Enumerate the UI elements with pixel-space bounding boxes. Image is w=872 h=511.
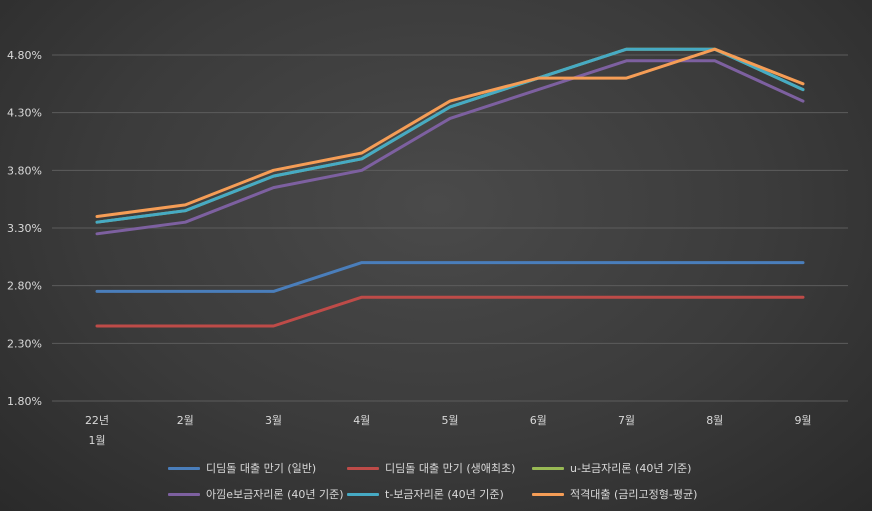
y-tick-label: 2.80% (7, 280, 42, 293)
y-tick-label: 4.30% (7, 107, 42, 120)
legend-item-series-1: 디딤돌 대출 만기 (일반) (168, 458, 316, 478)
legend-swatch (168, 466, 200, 470)
legend-swatch (532, 492, 564, 496)
y-tick-label: 1.80% (7, 395, 42, 408)
legend-item-series-2: 디딤돌 대출 만기 (생애최초) (347, 458, 515, 478)
x-tick-label: 6월 (530, 414, 547, 427)
legend-item-series-4: 아낌e보금자리론 (40년 기준) (168, 484, 344, 504)
legend-item-series-3: u-보금자리론 (40년 기준) (532, 458, 691, 478)
legend: 디딤돌 대출 만기 (일반) 디딤돌 대출 만기 (생애최초) u-보금자리론 … (0, 456, 872, 506)
series-line-3 (95, 47, 805, 224)
legend-label: 디딤돌 대출 만기 (생애최초) (385, 462, 516, 475)
x-tick-label: 8월 (706, 414, 723, 427)
x-tick-label: 9월 (794, 414, 811, 427)
legend-swatch (168, 492, 200, 496)
legend-label: t-보금자리론 (40년 기준) (385, 488, 504, 501)
legend-row-1: 디딤돌 대출 만기 (일반) 디딤돌 대출 만기 (생애최초) u-보금자리론 … (0, 458, 872, 478)
series-line-6 (95, 47, 805, 218)
y-tick-label: 3.30% (7, 222, 42, 235)
legend-label: 아낌e보금자리론 (40년 기준) (206, 488, 344, 501)
x-tick-label: 3월 (265, 414, 282, 427)
legend-swatch (347, 492, 379, 496)
y-tick-label: 2.30% (7, 337, 42, 350)
x-tick-label: 22년 1월 (85, 414, 109, 447)
series-line-1 (95, 261, 805, 293)
legend-item-series-6: 적격대출 (금리고정형-평균) (532, 484, 697, 504)
x-tick-label: 2월 (177, 414, 194, 427)
x-tick-label: 7월 (618, 414, 635, 427)
legend-label: 적격대출 (금리고정형-평균) (570, 488, 698, 501)
x-tick-label: 4월 (353, 414, 370, 427)
line-chart: 1.80% 2.30% 2.80% 3.30% 3.80% 4.30% 4.80% 22년 1… (7, 47, 848, 447)
x-tick-label: 5월 (441, 414, 458, 427)
y-tick-label: 4.80% (7, 49, 42, 62)
y-tick-label: 3.80% (7, 164, 42, 177)
series-line-5 (95, 47, 805, 224)
legend-label: 디딤돌 대출 만기 (일반) (206, 462, 317, 475)
legend-swatch (532, 466, 564, 470)
series-line-4 (95, 59, 805, 236)
x-axis-ticks: 22년 1월 2월 3월 4월 5월 6월 7월 8월 9월 (85, 414, 812, 447)
y-axis-ticks: 1.80% 2.30% 2.80% 3.30% 3.80% 4.30% 4.80% (7, 49, 42, 408)
legend-row-2: 아낌e보금자리론 (40년 기준) t-보금자리론 (40년 기준) 적격대출 … (0, 484, 872, 504)
legend-label: u-보금자리론 (40년 기준) (570, 462, 692, 475)
legend-swatch (347, 466, 379, 470)
series-lines (95, 47, 805, 328)
legend-item-series-5: t-보금자리론 (40년 기준) (347, 484, 504, 504)
gridlines (52, 54, 848, 402)
series-line-2 (95, 295, 805, 328)
